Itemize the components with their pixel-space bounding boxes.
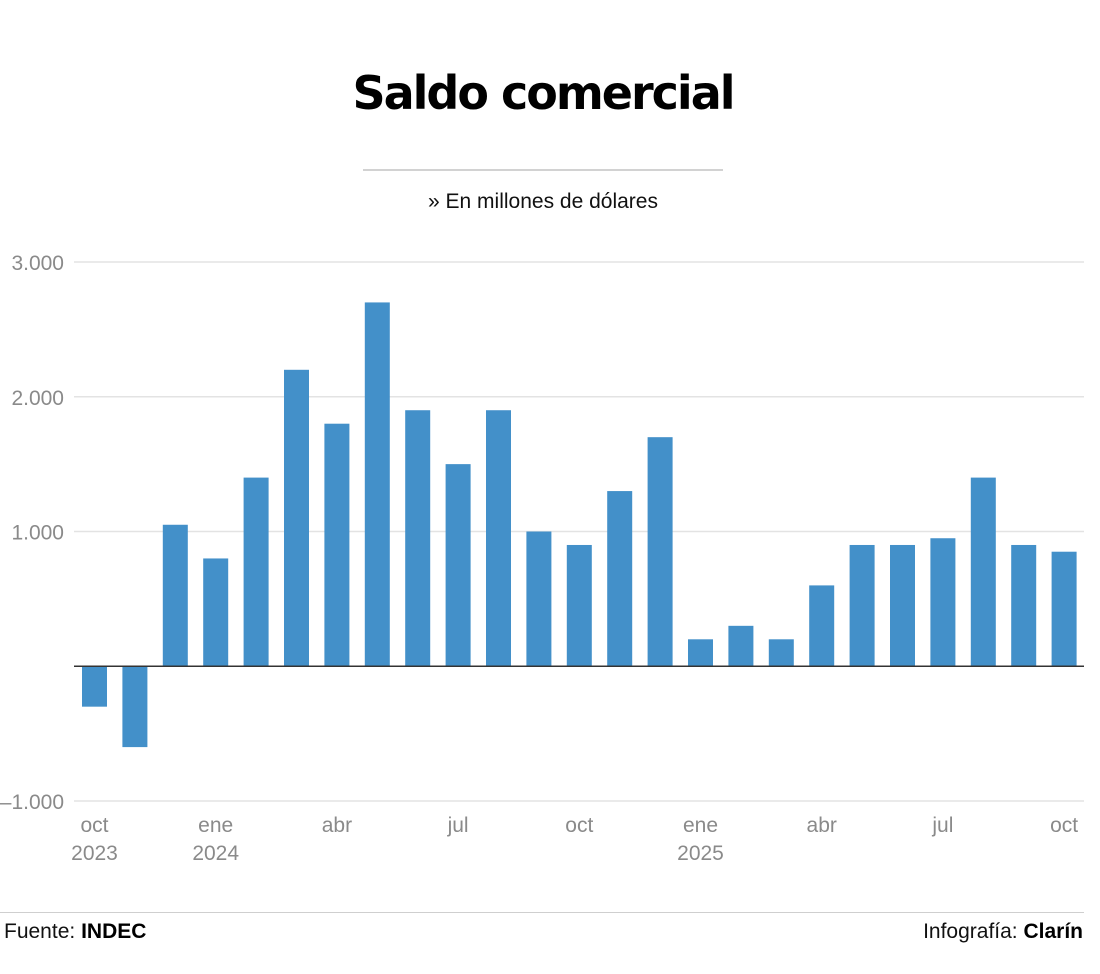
x-tick-label: ene (683, 814, 718, 837)
x-tick-label: abr (322, 814, 352, 837)
bar (768, 639, 794, 667)
bar (1051, 551, 1077, 667)
bar (486, 410, 511, 667)
bar-chart: 3.000 2.000 1.000 –1.000 oct 2023 ene 2024 abr j… (0, 252, 1084, 865)
bar (809, 585, 835, 667)
bar (526, 531, 552, 667)
gridlines (74, 261, 1084, 802)
bar (203, 558, 229, 667)
source-credit: Fuente: INDEC (4, 920, 146, 944)
credit-name: Clarín (1023, 920, 1083, 943)
y-axis-ticks: 3.000 2.000 1.000 –1.000 (0, 252, 64, 814)
bar (566, 544, 592, 667)
infographic-credit: Infografía: Clarín (923, 920, 1083, 944)
bar (284, 369, 309, 667)
bar (445, 464, 471, 667)
chart-subtitle: » En millones de dólares (428, 190, 658, 213)
x-tick-label: ene (198, 814, 233, 837)
x-tick-year-label: 2025 (677, 842, 724, 865)
chart-title: Saldo comercial (352, 66, 735, 120)
bar (728, 625, 754, 667)
x-tick-year-label: 2023 (71, 842, 118, 865)
footer-divider (0, 912, 1084, 913)
credit-label: Infografía: (923, 920, 1018, 943)
y-tick-label: 3.000 (11, 252, 64, 275)
source-name: INDEC (81, 920, 147, 943)
bar (162, 524, 188, 667)
source-label: Fuente: (4, 920, 76, 943)
bar (324, 423, 350, 667)
bar (405, 410, 431, 667)
x-tick-label: jul (931, 814, 953, 837)
x-axis-ticks: oct 2023 ene 2024 abr jul oct ene 2025 abr jul oct (71, 814, 1078, 865)
x-tick-label: abr (807, 814, 837, 837)
bar (930, 538, 956, 667)
bar (688, 639, 713, 667)
bar (364, 302, 390, 667)
bar (607, 491, 633, 667)
bar (890, 544, 915, 667)
bar (122, 666, 148, 748)
bar (647, 437, 673, 667)
title-divider (363, 169, 723, 171)
bar (82, 666, 107, 707)
y-tick-label: 1.000 (11, 522, 64, 545)
x-tick-label: jul (447, 814, 469, 837)
x-tick-year-label: 2024 (192, 842, 239, 865)
bar (970, 477, 996, 667)
bar (849, 544, 875, 667)
y-tick-label: –1.000 (0, 791, 64, 814)
bars (82, 302, 1077, 748)
x-tick-label: oct (1050, 814, 1078, 837)
x-tick-label: oct (565, 814, 593, 837)
bar (243, 477, 269, 667)
bar (1011, 544, 1037, 667)
y-tick-label: 2.000 (11, 387, 64, 410)
x-tick-label: oct (80, 814, 108, 837)
